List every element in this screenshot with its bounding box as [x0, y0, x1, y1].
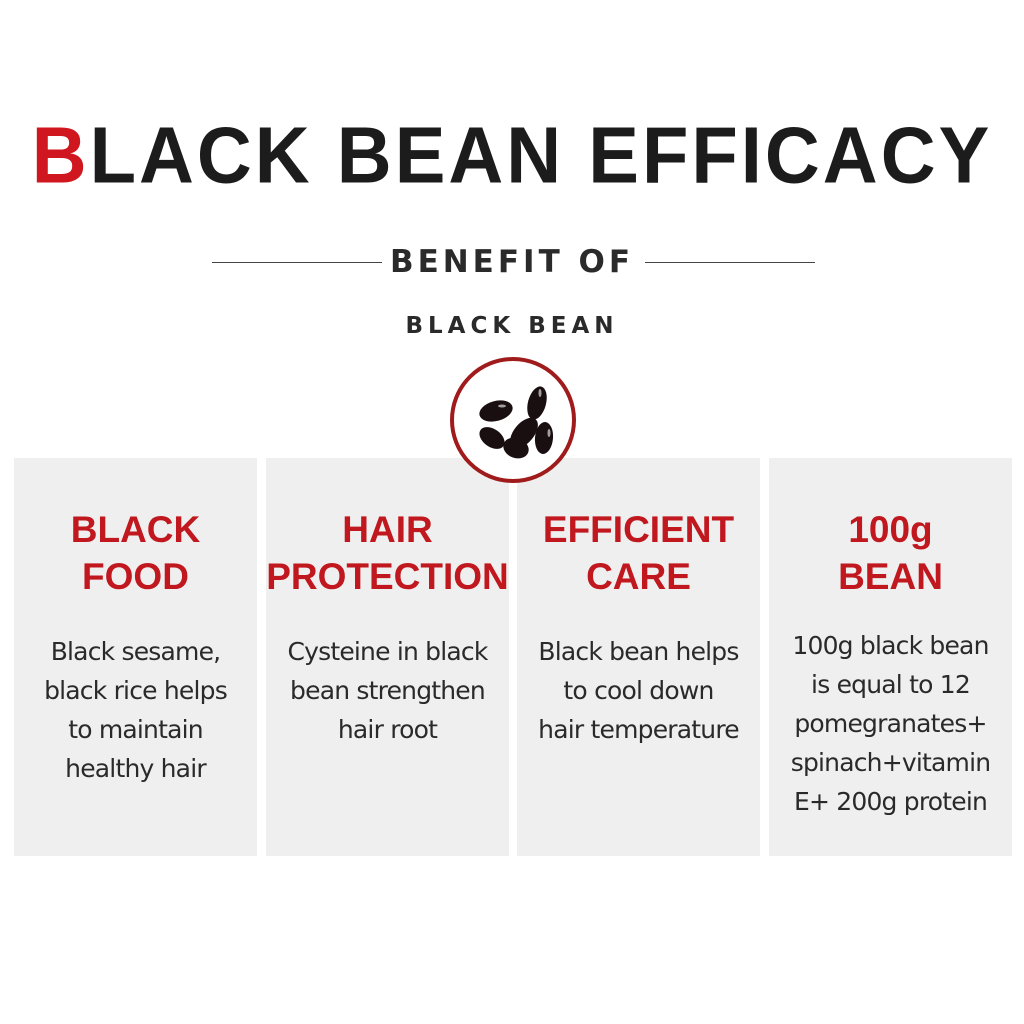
page-title: BLACK BEAN EFFICACY [0, 110, 1024, 201]
divider-right [645, 262, 815, 263]
title-rest: LACK BEAN EFFICACY [89, 110, 993, 201]
benefit-card-black-food: BLACK FOOD Black sesame, black rice help… [14, 458, 257, 856]
card-body: Black bean helps to cool down hair tempe… [538, 637, 739, 744]
benefit-card-efficient-care: EFFICIENT CARE Black bean helps to cool … [517, 458, 760, 856]
black-beans-icon [450, 357, 576, 483]
benefit-card-hair-protection: HAIR PROTECTION Cysteine in black bean s… [266, 458, 509, 856]
card-heading: HAIR PROTECTION [266, 509, 509, 597]
subtitle-black-bean: BLACK BEAN [405, 313, 619, 339]
card-heading: 100g BEAN [838, 509, 943, 597]
subtitle-benefit-of: BENEFIT OF [389, 244, 635, 280]
benefit-card-100g-bean: 100g BEAN 100g black bean is equal to 12… [769, 458, 1012, 856]
divider-left [212, 262, 382, 263]
card-heading: BLACK FOOD [70, 509, 201, 597]
title-first-letter: B [31, 110, 90, 201]
card-body: 100g black bean is equal to 12 pomegrana… [790, 631, 991, 816]
card-body: Cysteine in black bean strengthen hair r… [287, 637, 488, 744]
card-heading: EFFICIENT CARE [542, 509, 735, 597]
card-body: Black sesame, black rice helps to mainta… [44, 637, 228, 783]
